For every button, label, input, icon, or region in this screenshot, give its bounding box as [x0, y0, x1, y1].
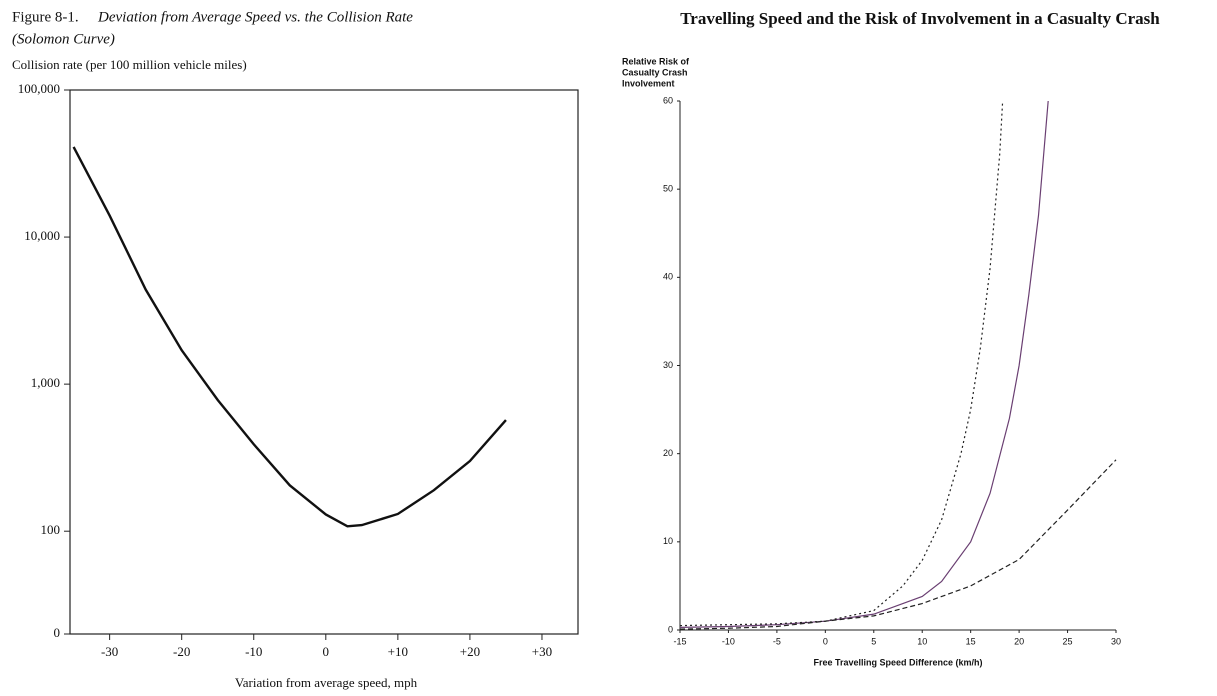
y-tick-label: 100,000 — [18, 81, 60, 96]
x-axis-label: Variation from average speed, mph — [235, 675, 418, 690]
data-line — [679, 100, 1004, 627]
x-tick-label: +10 — [388, 644, 408, 659]
plot-frame — [69, 89, 579, 635]
x-tick-label: 30 — [1111, 636, 1121, 646]
x-tick-label: -10 — [722, 636, 735, 646]
y-tick-label: 0 — [54, 625, 61, 640]
y-tick-label: 60 — [663, 95, 673, 105]
x-tick-label: 25 — [1063, 636, 1073, 646]
y-tick-label: 0 — [668, 624, 673, 634]
x-tick-label: 0 — [823, 636, 828, 646]
x-tick-label: -5 — [773, 636, 781, 646]
data-line — [72, 146, 507, 528]
x-tick-label: -20 — [173, 644, 190, 659]
y-tick-label: 30 — [663, 360, 673, 370]
x-tick-label: 0 — [323, 644, 330, 659]
y-tick-label: 10,000 — [24, 228, 60, 243]
x-tick-label: +20 — [460, 644, 480, 659]
x-tick-label: 20 — [1014, 636, 1024, 646]
figure-label: Figure 8-1. — [12, 9, 79, 25]
chart-title: Travelling Speed and the Risk of Involve… — [680, 9, 1160, 28]
y-tick-label: 1,000 — [31, 375, 60, 390]
y-tick-label: 40 — [663, 272, 673, 282]
x-tick-label: -10 — [245, 644, 262, 659]
x-tick-label: -30 — [101, 644, 118, 659]
x-axis-label: Free Travelling Speed Difference (km/h) — [813, 657, 982, 667]
y-axis-label: Involvement — [622, 78, 675, 88]
y-tick-label: 50 — [663, 184, 673, 194]
x-tick-label: 5 — [871, 636, 876, 646]
x-tick-label: 15 — [966, 636, 976, 646]
y-axis-label: Relative Risk of — [622, 56, 690, 66]
chart-subtitle: (Solomon Curve) — [12, 31, 115, 47]
x-tick-label: +30 — [532, 644, 552, 659]
x-tick-label: -15 — [673, 636, 686, 646]
data-line — [679, 459, 1117, 630]
y-tick-label: 10 — [663, 536, 673, 546]
chart-title: Deviation from Average Speed vs. the Col… — [97, 9, 413, 25]
y-axis-label: Collision rate (per 100 million vehicle … — [12, 57, 247, 72]
data-line — [679, 100, 1049, 628]
y-tick-label: 100 — [41, 522, 61, 537]
x-tick-label: 10 — [917, 636, 927, 646]
y-axis-label: Casualty Crash — [622, 67, 688, 77]
y-tick-label: 20 — [663, 448, 673, 458]
